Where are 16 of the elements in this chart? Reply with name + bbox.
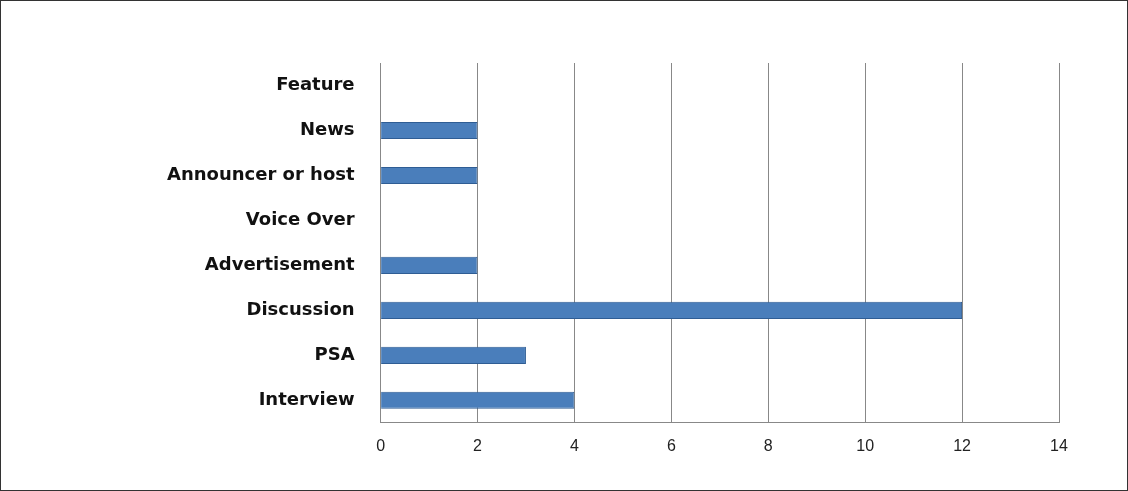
x-tick-label: 6	[666, 436, 676, 454]
x-tick-label: 2	[473, 436, 483, 454]
y-tick-label: Announcer or host	[166, 163, 355, 185]
x-tick-label: 4	[569, 436, 579, 454]
y-tick-label: PSA	[314, 343, 355, 365]
x-tick-label: 0	[376, 436, 386, 454]
x-tick-label: 14	[1050, 436, 1068, 454]
x-tick-label: 10	[856, 436, 875, 454]
y-tick-label: Advertisement	[204, 253, 355, 275]
y-tick-label: Feature	[276, 73, 355, 95]
y-tick-label: Voice Over	[245, 208, 355, 230]
y-tick-label: Discussion	[246, 298, 355, 320]
x-tick-label: 8	[763, 436, 773, 454]
y-tick-label: News	[299, 118, 355, 140]
y-tick-label: Interview	[258, 387, 355, 409]
x-tick-label: 12	[953, 436, 972, 454]
